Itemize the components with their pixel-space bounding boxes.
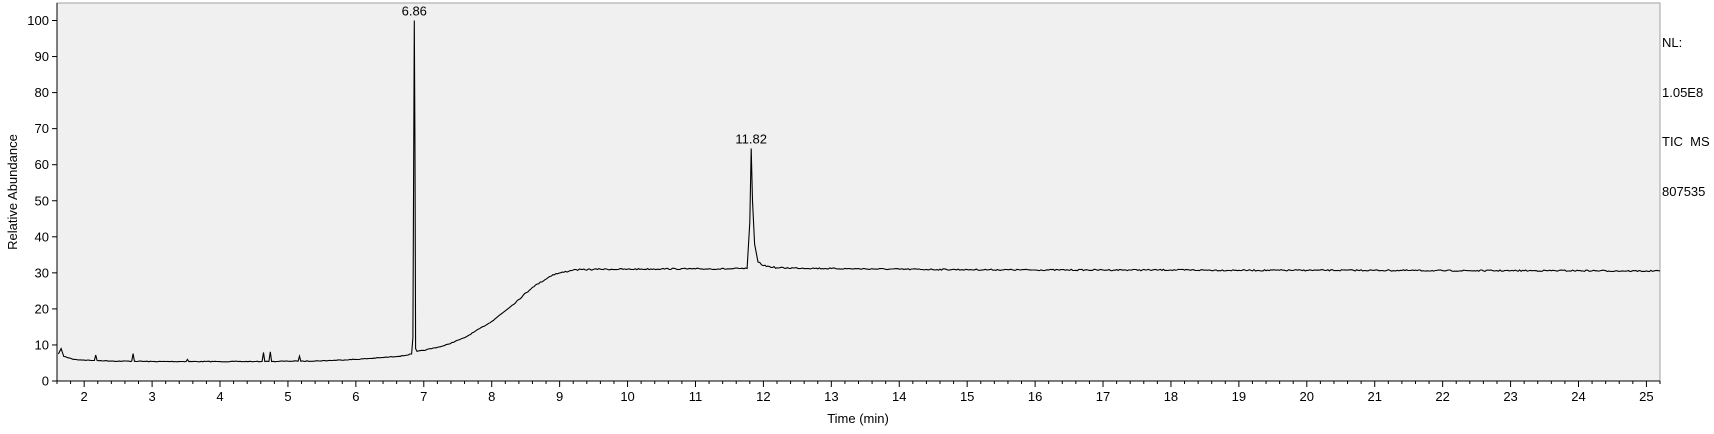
x-tick-label: 13: [824, 389, 838, 404]
y-tick-label: 100: [27, 13, 49, 28]
y-tick-label: 0: [42, 374, 49, 389]
y-tick-label: 60: [35, 157, 49, 172]
y-tick-label: 20: [35, 301, 49, 316]
peak-annotations: 6.86 11.82: [402, 4, 767, 147]
info-scan-type: TIC MS: [1662, 134, 1710, 149]
x-tick-label: 21: [1367, 389, 1381, 404]
y-tick-label: 50: [35, 193, 49, 208]
x-tick-label: 23: [1503, 389, 1517, 404]
x-tick-label: 4: [216, 389, 223, 404]
y-axis: 0 10 20 30 40 50 60 70 80 90 100: [27, 3, 58, 389]
x-tick-label: 3: [148, 389, 155, 404]
info-panel: NL: 1.05E8 TIC MS 807535: [1662, 2, 1710, 217]
x-tick-label: 18: [1164, 389, 1178, 404]
y-tick-label: 90: [35, 49, 49, 64]
y-tick-label: 70: [35, 121, 49, 136]
x-tick-label: 8: [488, 389, 495, 404]
x-tick-label: 7: [420, 389, 427, 404]
x-tick-label: 9: [556, 389, 563, 404]
info-nl-value: 1.05E8: [1662, 84, 1704, 100]
x-tick-label: 25: [1639, 389, 1653, 404]
y-tick-label: 40: [35, 229, 49, 244]
x-tick-label: 10: [620, 389, 634, 404]
x-tick-label: 17: [1096, 389, 1110, 404]
plot-area: [56, 2, 1661, 382]
x-tick-label: 14: [892, 389, 906, 404]
info-file-id: 807535: [1662, 183, 1706, 199]
x-tick-label: 12: [756, 389, 770, 404]
y-axis-title: Relative Abundance: [5, 134, 20, 250]
x-axis: 2 3 4 5 6 7 8 9 10 11 12 13 14 15 16 17 18 19 20 21 22 23 24 25: [56, 380, 1661, 404]
x-tick-label: 6: [352, 389, 359, 404]
peak-label: 6.86: [402, 4, 427, 19]
x-tick-label: 19: [1232, 389, 1246, 404]
x-tick-label: 24: [1571, 389, 1585, 404]
y-tick-label: 80: [35, 85, 49, 100]
x-tick-label: 5: [284, 389, 291, 404]
x-tick-label: 15: [960, 389, 974, 404]
x-axis-title: Time (min): [827, 411, 889, 426]
peak-label: 11.82: [735, 131, 767, 146]
y-tick-label: 30: [35, 265, 49, 280]
x-tick-label: 22: [1435, 389, 1449, 404]
info-nl-label: NL:: [1662, 35, 1683, 50]
x-tick-label: 16: [1028, 389, 1042, 404]
x-tick-label: 11: [689, 389, 703, 404]
tic-trace: [57, 20, 1661, 363]
x-tick-label: 20: [1300, 389, 1314, 404]
x-tick-label: 2: [81, 389, 88, 404]
y-tick-label: 10: [35, 337, 49, 352]
